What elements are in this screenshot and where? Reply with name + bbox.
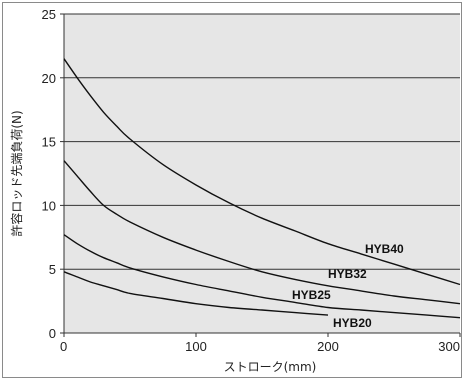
axes <box>63 14 460 334</box>
y-tick-label-10: 10 <box>42 198 56 213</box>
grid-lines <box>64 13 460 270</box>
series-line-hyb25 <box>63 234 461 319</box>
x-tick-label-300: 300 <box>438 339 460 354</box>
series-label-hyb20: HYB20 <box>333 316 372 330</box>
series-line-hyb20 <box>63 271 329 316</box>
y-tick-label-5: 5 <box>49 262 56 277</box>
series-label-hyb40: HYB40 <box>365 242 404 256</box>
x-axis-title: ストローク(mm) <box>224 360 317 374</box>
x-tick-label-100: 100 <box>185 339 207 354</box>
series-label-hyb25: HYB25 <box>292 288 331 302</box>
tick-labels: 0 5 10 15 20 25 0 100 200 300 <box>42 7 461 354</box>
y-tick-label-25: 25 <box>42 7 56 22</box>
plot-area <box>64 14 460 333</box>
y-tick-label-0: 0 <box>49 326 56 341</box>
x-tick-label-200: 200 <box>317 339 339 354</box>
y-tick-label-20: 20 <box>42 71 56 86</box>
series-line-hyb40 <box>63 58 461 286</box>
x-tick-label-0: 0 <box>60 339 67 354</box>
series-line-hyb32 <box>63 160 461 305</box>
y-axis-title: 許容ロッド先端負荷(N) <box>9 110 24 236</box>
y-tick-label-15: 15 <box>42 135 56 150</box>
series-lines <box>63 58 461 319</box>
series-label-hyb32: HYB32 <box>328 267 367 281</box>
